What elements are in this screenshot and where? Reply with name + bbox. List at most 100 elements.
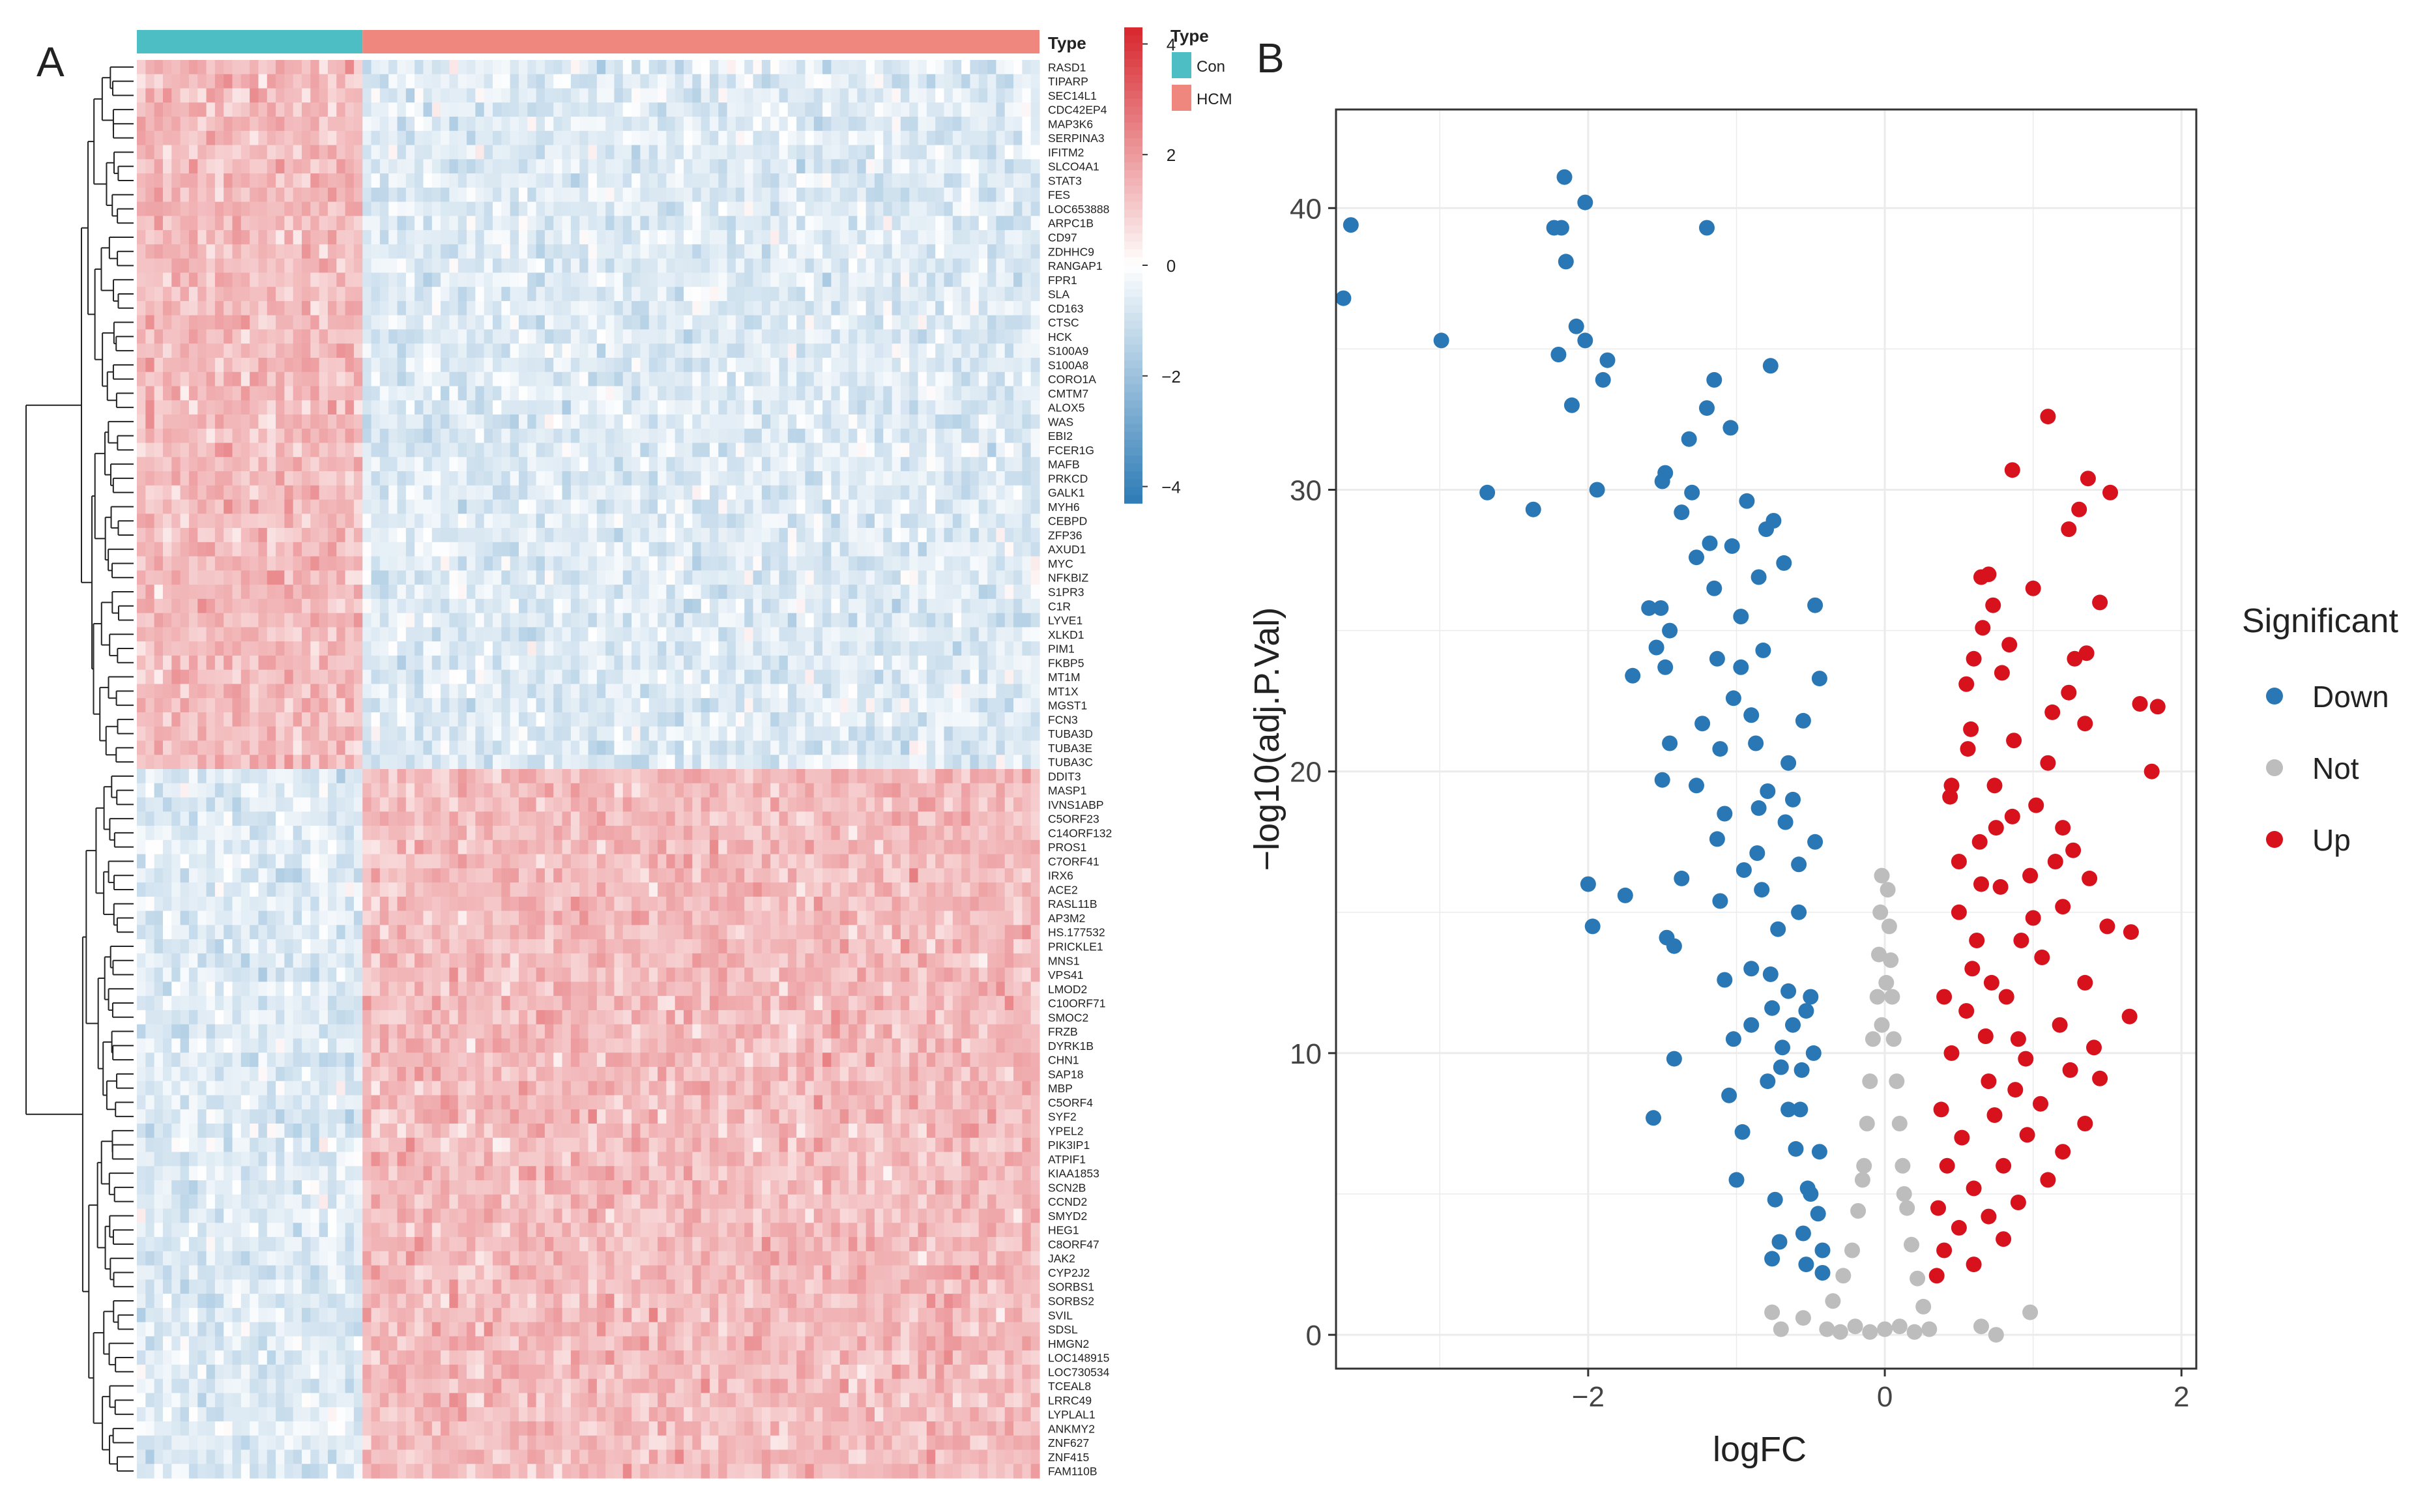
heatmap-cell	[701, 315, 710, 330]
heatmap-cell	[701, 216, 710, 231]
heatmap-cell	[996, 443, 1006, 458]
heatmap-cell	[909, 556, 919, 571]
heatmap-cell	[770, 386, 780, 401]
heatmap-cell	[197, 145, 207, 160]
heatmap-cell	[614, 88, 624, 103]
heatmap-cell	[926, 244, 936, 259]
heatmap-cell	[180, 74, 190, 89]
heatmap-cell	[978, 457, 988, 472]
heatmap-cell	[467, 457, 476, 472]
heatmap-cell	[536, 585, 545, 600]
heatmap-cell	[441, 669, 450, 685]
heatmap-cell	[137, 343, 146, 358]
heatmap-cell	[892, 556, 901, 571]
heatmap-cell	[441, 173, 450, 188]
heatmap-cell	[484, 499, 493, 514]
heatmap-cell	[892, 457, 901, 472]
heatmap-cell	[779, 641, 789, 656]
heatmap-cell	[449, 60, 459, 75]
heatmap-cell	[987, 159, 997, 174]
heatmap-cell	[675, 613, 684, 628]
heatmap-cell	[978, 74, 988, 89]
heatmap-cell	[276, 386, 285, 401]
heatmap-cell	[648, 173, 658, 188]
heatmap-cell	[388, 117, 398, 132]
heatmap-cell	[327, 371, 337, 387]
heatmap-cell	[240, 471, 250, 486]
heatmap-cell	[632, 428, 641, 444]
heatmap-cell	[501, 357, 511, 373]
heatmap-cell	[596, 542, 606, 557]
heatmap-cell	[267, 414, 276, 429]
heatmap-cell	[397, 414, 407, 429]
heatmap-cell	[718, 88, 728, 103]
heatmap-cell	[770, 130, 780, 146]
heatmap-cell	[831, 400, 841, 415]
heatmap-row	[137, 514, 1040, 529]
heatmap-cell	[145, 357, 155, 373]
heatmap-cell	[302, 74, 311, 89]
heatmap-cell	[458, 74, 467, 89]
heatmap-cell	[579, 159, 589, 174]
heatmap-cell	[501, 244, 511, 259]
heatmap-cell	[813, 159, 823, 174]
heatmap-cell	[865, 627, 875, 642]
heatmap-cell	[796, 414, 806, 429]
heatmap-cell	[536, 102, 545, 117]
heatmap-cell	[701, 117, 710, 132]
heatmap-cell	[857, 669, 867, 685]
heatmap-cell	[918, 130, 927, 146]
heatmap-cell	[1004, 343, 1014, 358]
heatmap-cell	[622, 117, 632, 132]
heatmap-cell	[284, 556, 294, 571]
heatmap-cell	[240, 528, 250, 543]
heatmap-cell	[701, 627, 710, 642]
heatmap-cell	[753, 556, 763, 571]
heatmap-row	[137, 542, 1040, 557]
heatmap-cell	[553, 173, 563, 188]
heatmap-cell	[1013, 669, 1023, 685]
heatmap-cell	[544, 272, 554, 287]
heatmap-cell	[813, 173, 823, 188]
heatmap-cell	[718, 258, 728, 273]
heatmap-cell	[441, 357, 450, 373]
heatmap-cell	[267, 357, 276, 373]
heatmap-cell	[935, 130, 945, 146]
heatmap-cell	[467, 542, 476, 557]
heatmap-cell	[188, 117, 198, 132]
heatmap-cell	[970, 187, 980, 203]
heatmap-cell	[327, 499, 337, 514]
heatmap-cell	[579, 102, 589, 117]
heatmap-cell	[727, 542, 736, 557]
heatmap-row	[137, 187, 1040, 203]
heatmap-cell	[553, 187, 563, 203]
heatmap-cell	[484, 258, 493, 273]
heatmap-cell	[371, 159, 381, 174]
heatmap-cell	[284, 315, 294, 330]
heatmap-cell	[978, 485, 988, 501]
heatmap-cell	[467, 443, 476, 458]
heatmap-cell	[397, 315, 407, 330]
heatmap-cell	[892, 244, 901, 259]
heatmap-cell	[388, 414, 398, 429]
heatmap-cell	[1030, 173, 1040, 188]
heatmap-cell	[510, 386, 519, 401]
heatmap-cell	[579, 272, 589, 287]
heatmap-cell	[918, 201, 927, 216]
heatmap-cell	[831, 187, 841, 203]
heatmap-cell	[605, 159, 615, 174]
heatmap-row	[137, 371, 1040, 387]
heatmap-cell	[813, 556, 823, 571]
heatmap-cell	[362, 428, 372, 444]
heatmap-cell	[822, 542, 832, 557]
heatmap-cell	[353, 74, 363, 89]
heatmap-cell	[310, 300, 320, 316]
heatmap-cell	[744, 528, 754, 543]
heatmap-cell	[692, 343, 702, 358]
heatmap-cell	[293, 117, 302, 132]
heatmap-cell	[666, 187, 676, 203]
heatmap-cell	[345, 528, 355, 543]
heatmap-cell	[787, 371, 797, 387]
heatmap-cell	[849, 258, 858, 273]
heatmap-cell	[883, 655, 893, 671]
